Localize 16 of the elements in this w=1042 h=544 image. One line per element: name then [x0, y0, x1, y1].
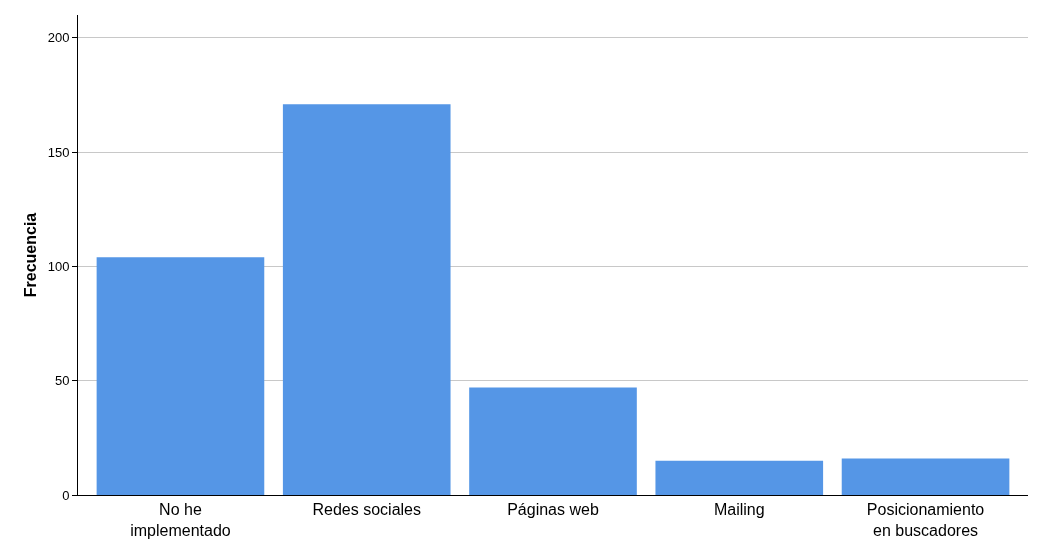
x-tick-label: Páginas web: [507, 501, 599, 519]
x-tick-label: No he implementado: [130, 501, 231, 539]
y-tick-label: 50: [54, 373, 70, 389]
x-tick-label: Mailing: [713, 501, 765, 519]
y-axis-title: Frecuencia: [22, 212, 39, 298]
bar: [96, 257, 265, 495]
x-tick-label: Posicionamiento en buscadores: [866, 501, 985, 539]
bar: [655, 460, 824, 495]
y-tick-label: 0: [62, 487, 70, 503]
y-tick-label: 200: [47, 30, 70, 46]
bar: [282, 104, 451, 495]
y-tick-label: 100: [47, 258, 70, 274]
bar: [469, 387, 637, 495]
bar: [841, 458, 1010, 495]
y-tick-label: 150: [47, 144, 70, 160]
x-tick-label: Redes sociales: [312, 501, 421, 519]
